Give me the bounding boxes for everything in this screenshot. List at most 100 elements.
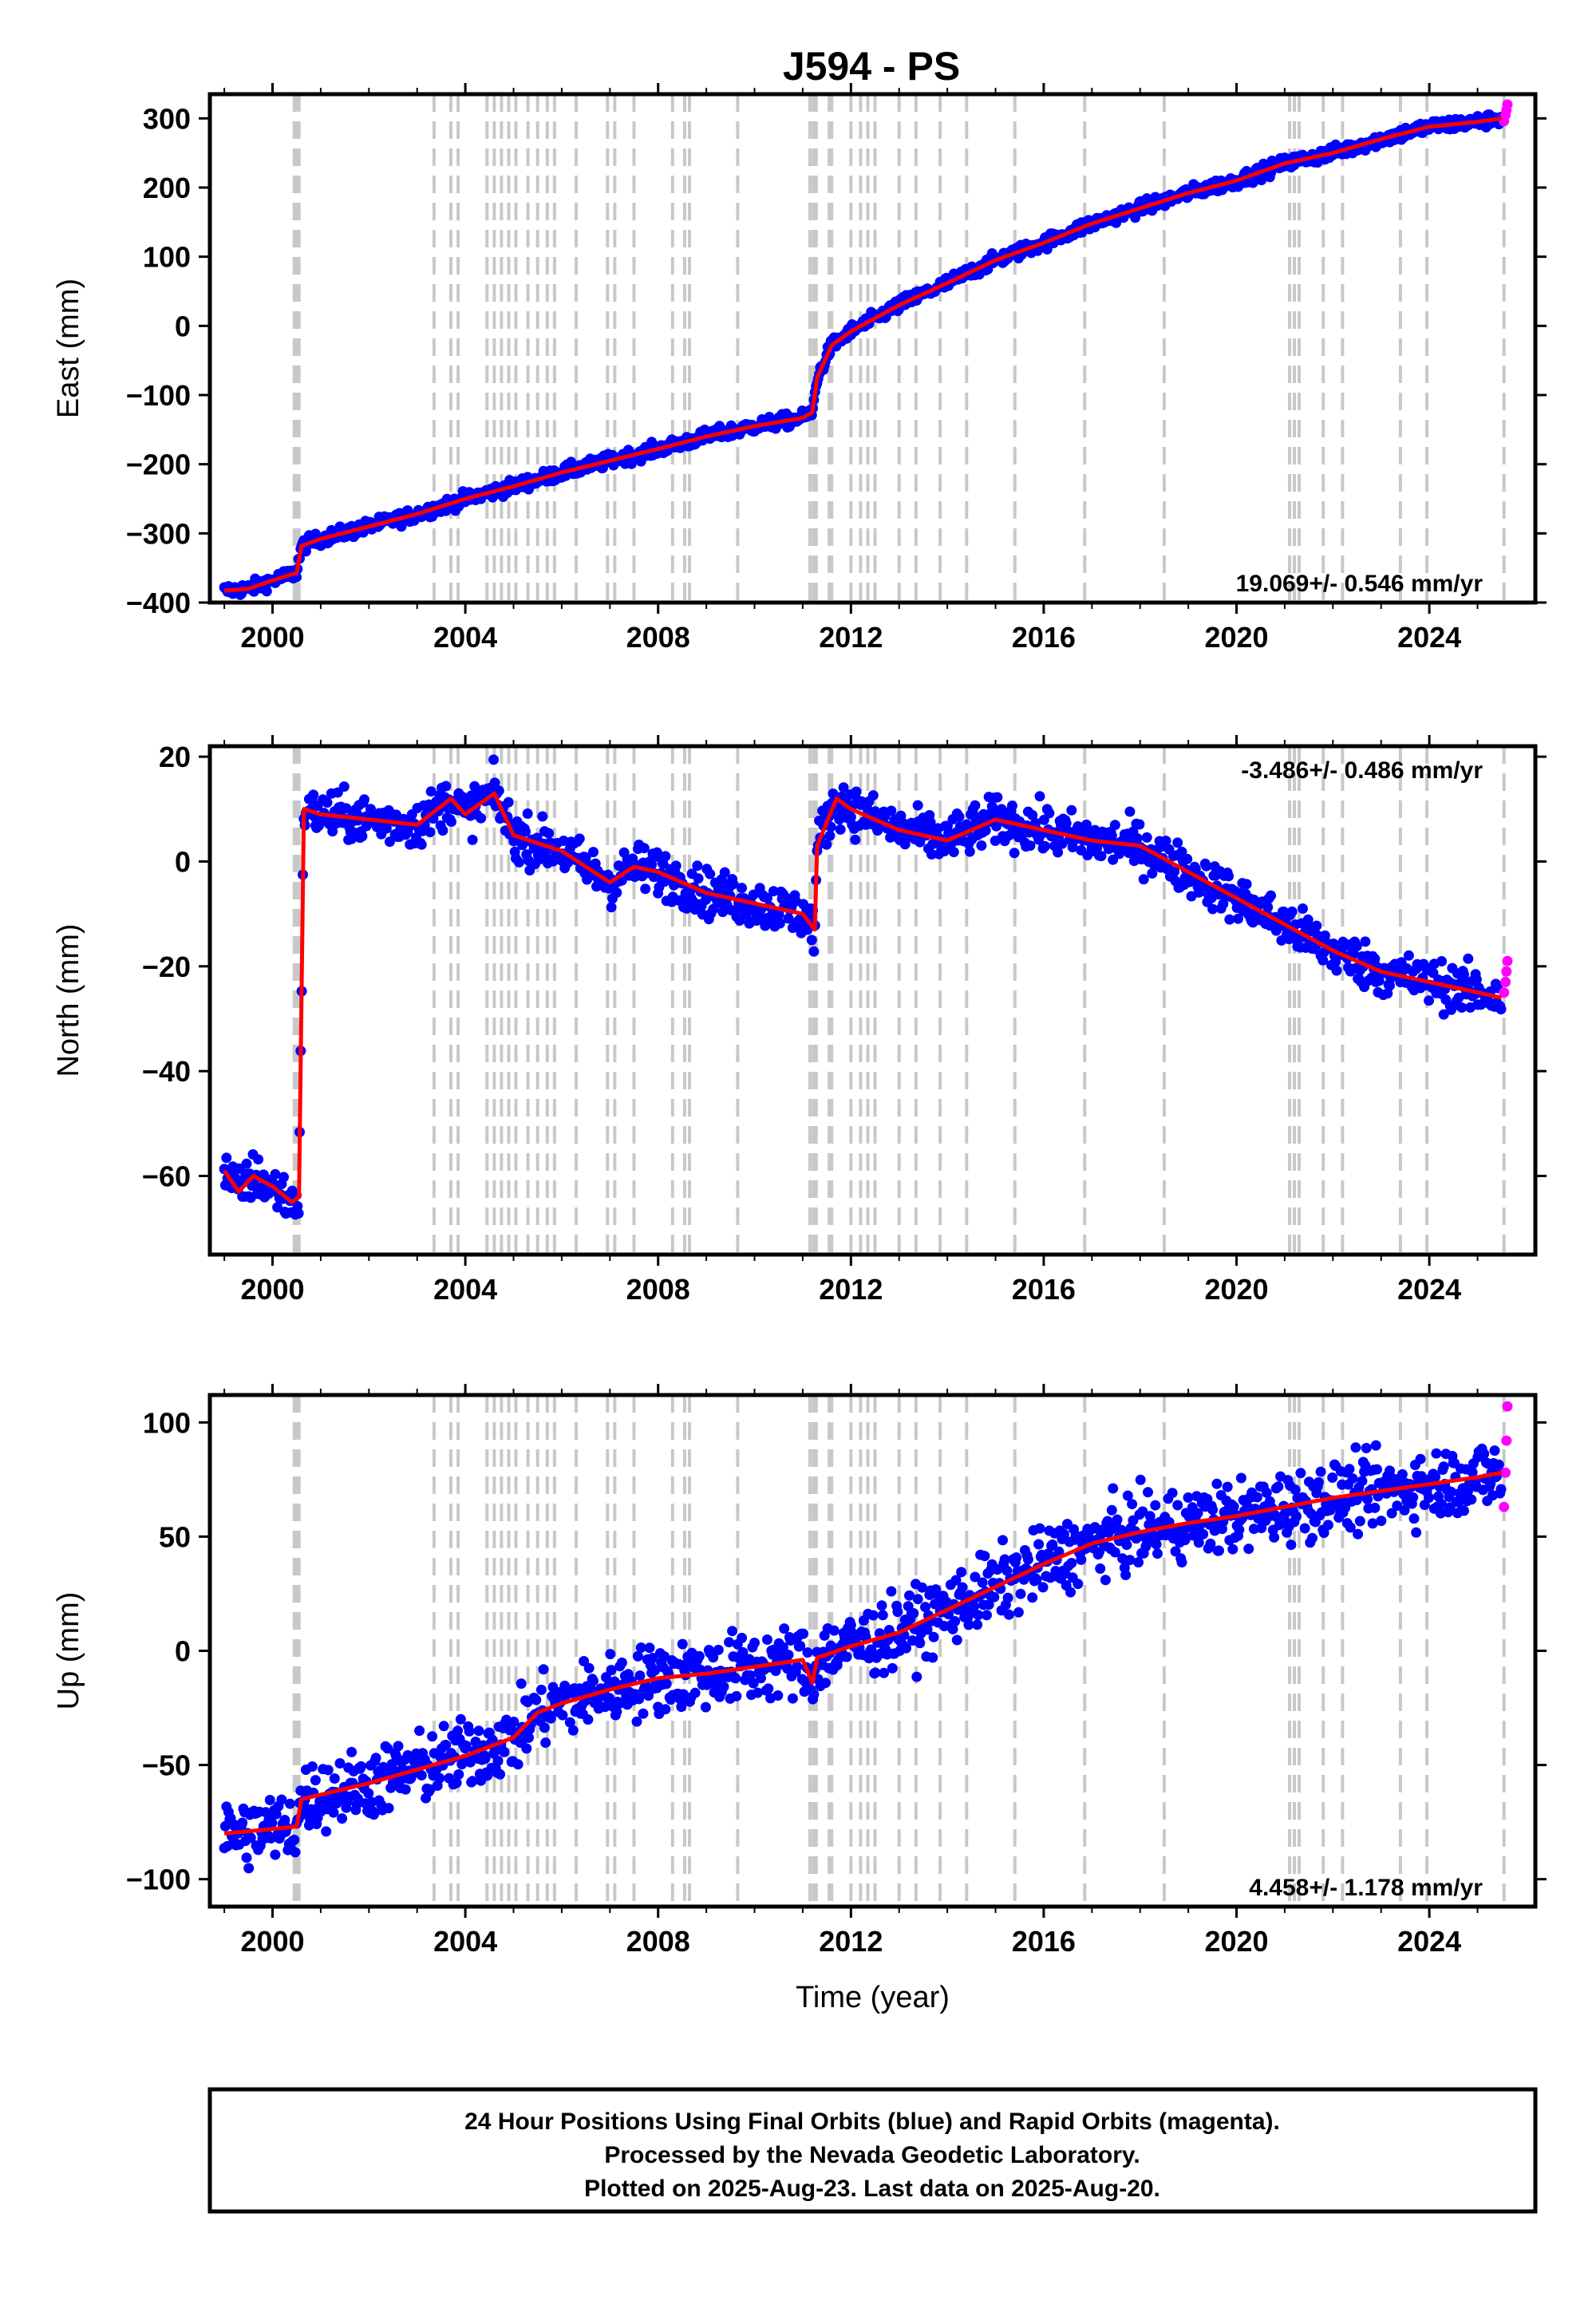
data-point <box>545 1713 556 1724</box>
data-point <box>838 782 849 793</box>
data-point <box>1152 1548 1163 1559</box>
data-point <box>440 1740 452 1750</box>
data-point <box>1438 1009 1449 1020</box>
data-point <box>693 1650 705 1662</box>
data-point <box>948 847 959 858</box>
data-point <box>1351 941 1362 952</box>
y-tick-label: 200 <box>143 172 191 204</box>
data-point <box>1183 1492 1194 1503</box>
data-point <box>824 830 836 841</box>
data-point <box>728 879 739 890</box>
y-tick-label: 100 <box>143 1406 191 1439</box>
data-point <box>1269 1531 1280 1543</box>
x-tick-label: 2004 <box>433 621 497 654</box>
data-point <box>1369 954 1381 964</box>
data-point <box>808 946 820 957</box>
data-point <box>1033 1539 1045 1550</box>
data-point <box>867 1610 879 1621</box>
data-point <box>651 847 662 858</box>
data-point <box>538 1664 549 1675</box>
data-point <box>1167 1488 1178 1499</box>
data-point <box>455 1713 466 1725</box>
data-point <box>1327 1472 1338 1483</box>
data-point <box>841 1651 852 1662</box>
y-tick-label: 0 <box>175 845 191 878</box>
data-point <box>693 873 704 884</box>
data-point <box>850 834 861 845</box>
data-point <box>1002 1592 1013 1603</box>
data-point <box>1138 874 1149 885</box>
y-tick-label: −300 <box>126 517 191 550</box>
data-point <box>1436 1499 1448 1510</box>
data-point <box>920 1602 930 1613</box>
data-point <box>982 1610 992 1621</box>
x-tick-label: 2000 <box>240 1925 304 1958</box>
x-tick-label: 2020 <box>1204 1273 1268 1306</box>
series-rapid-orbits <box>1499 99 1513 127</box>
data-point <box>954 811 965 822</box>
data-point <box>516 1678 527 1690</box>
data-point <box>285 1798 295 1809</box>
data-point <box>783 913 794 924</box>
data-point <box>1227 1543 1238 1555</box>
data-point <box>1344 1464 1355 1475</box>
data-point <box>828 1625 839 1636</box>
data-point <box>473 1725 484 1737</box>
data-point <box>1015 1588 1026 1599</box>
data-point <box>847 1627 858 1638</box>
data-point <box>1411 1527 1422 1538</box>
y-tick-label: 300 <box>143 102 191 135</box>
data-point <box>1479 1448 1490 1460</box>
data-point <box>718 1682 729 1692</box>
data-point <box>1489 1445 1500 1456</box>
data-point <box>1109 1547 1120 1558</box>
data-point <box>437 825 448 836</box>
data-point <box>808 1689 820 1700</box>
data-point <box>724 1637 735 1648</box>
data-point <box>1241 879 1252 890</box>
data-point <box>531 1694 542 1705</box>
data-point <box>1044 808 1055 819</box>
x-tick-label: 2016 <box>1012 1273 1076 1306</box>
data-point <box>489 777 500 788</box>
data-point <box>779 1623 790 1634</box>
x-tick-label: 2024 <box>1397 621 1461 654</box>
data-point <box>321 1826 332 1837</box>
data-point <box>1243 1543 1254 1555</box>
data-point <box>983 1599 994 1611</box>
data-point <box>1065 1587 1076 1598</box>
data-point <box>438 1721 449 1732</box>
data-point <box>912 800 923 811</box>
data-point <box>328 1807 339 1818</box>
data-point <box>1307 1532 1317 1543</box>
data-point <box>601 1672 611 1683</box>
data-point <box>396 521 407 532</box>
data-point <box>806 935 817 946</box>
data-point <box>369 1809 379 1820</box>
data-point <box>1228 1501 1239 1512</box>
x-tick-label: 2016 <box>1012 1925 1076 1958</box>
data-point <box>1150 1500 1161 1511</box>
y-tick-label: −100 <box>126 379 191 412</box>
data-point <box>1362 1494 1373 1505</box>
data-point <box>535 1684 547 1695</box>
data-point <box>773 909 784 919</box>
data-point <box>753 1687 763 1698</box>
data-point <box>400 1784 411 1795</box>
data-point <box>768 886 779 897</box>
data-point <box>644 1642 655 1654</box>
data-point <box>384 836 395 848</box>
data-point <box>482 1770 493 1781</box>
data-point <box>1295 1468 1306 1479</box>
data-point <box>451 1777 462 1788</box>
data-point <box>402 827 413 838</box>
data-point <box>887 1662 898 1674</box>
data-point <box>1207 1504 1219 1516</box>
data-point <box>523 1732 534 1743</box>
data-point <box>540 1737 551 1749</box>
data-point <box>1037 1582 1049 1593</box>
data-point <box>1106 830 1117 841</box>
data-point <box>1224 914 1235 925</box>
data-point <box>1290 1484 1301 1496</box>
data-point <box>453 1769 464 1780</box>
